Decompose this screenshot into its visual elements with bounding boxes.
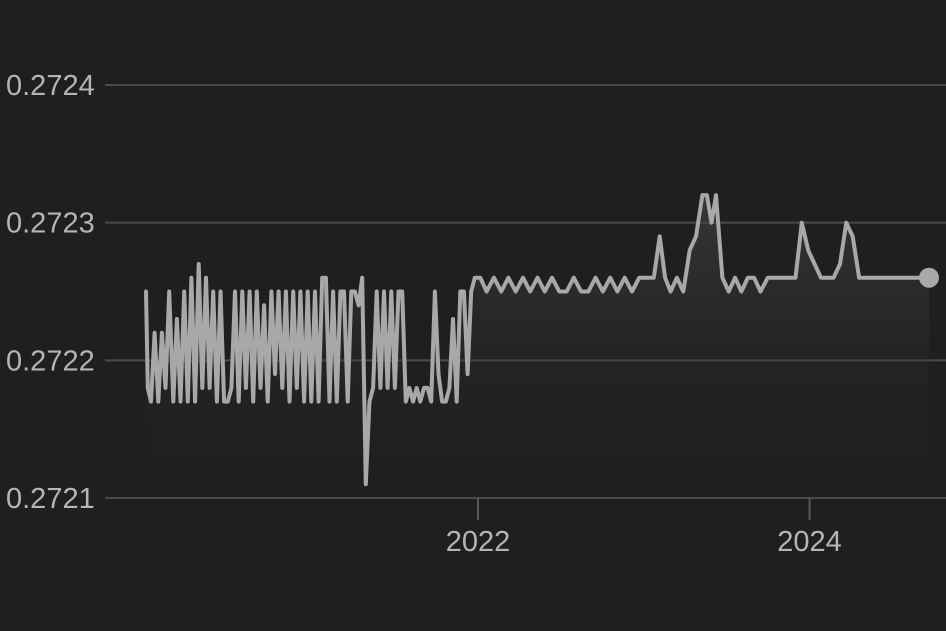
series-end-marker[interactable] [919,267,939,288]
series-area-fill [146,195,929,498]
series-line [144,193,931,487]
y-tick-label: 0.2722 [6,345,95,377]
y-tick-label: 0.2723 [6,208,95,240]
y-tick-label: 0.2724 [6,70,95,102]
y-axis-tick-labels: 0.2721 0.2722 0.2723 0.2724 [6,70,95,515]
x-tick-label: 2024 [777,526,842,558]
x-tick-label: 2022 [446,526,511,558]
y-tick-label: 0.2721 [6,483,95,515]
x-axis-ticks: 2022 2024 [446,498,842,558]
